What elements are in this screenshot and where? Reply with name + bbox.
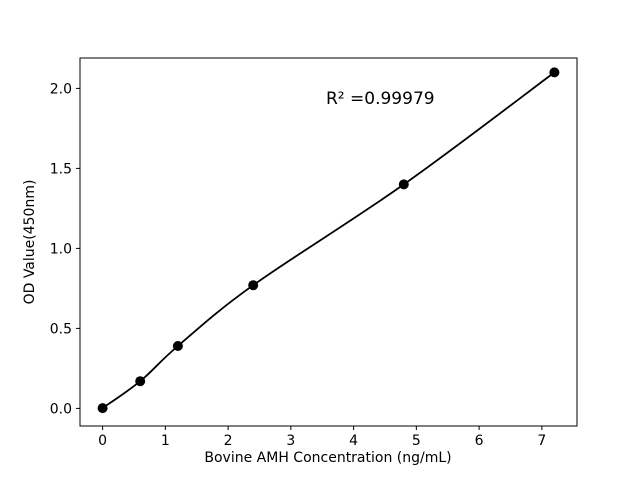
x-axis-label: Bovine AMH Concentration (ng/mL) (204, 450, 452, 466)
x-tick-label: 2 (224, 433, 233, 449)
data-point (248, 280, 259, 291)
y-tick-label: 1.5 (50, 161, 72, 177)
x-tick-label: 3 (286, 433, 295, 449)
plot-frame (79, 57, 578, 427)
data-point (549, 67, 560, 78)
x-tick-label: 6 (475, 433, 484, 449)
fit-line (101, 71, 556, 409)
x-tick-label: 4 (349, 433, 358, 449)
data-point (135, 376, 146, 387)
y-axis-label: OD Value(450nm) (22, 179, 38, 305)
data-point (97, 403, 108, 414)
x-tick-label: 1 (161, 433, 170, 449)
x-tick-label: 5 (412, 433, 421, 449)
y-tick-label: 2.0 (50, 81, 72, 97)
data-point (398, 179, 409, 190)
x-tick-label: 7 (537, 433, 546, 449)
y-tick-label: 0.5 (50, 321, 72, 337)
r-squared-annotation: R² =0.99979 (326, 89, 435, 109)
y-tick-label: 0.0 (50, 401, 72, 417)
data-point (172, 341, 183, 351)
y-tick-label: 1.0 (50, 241, 72, 257)
x-tick-label: 0 (98, 433, 107, 449)
